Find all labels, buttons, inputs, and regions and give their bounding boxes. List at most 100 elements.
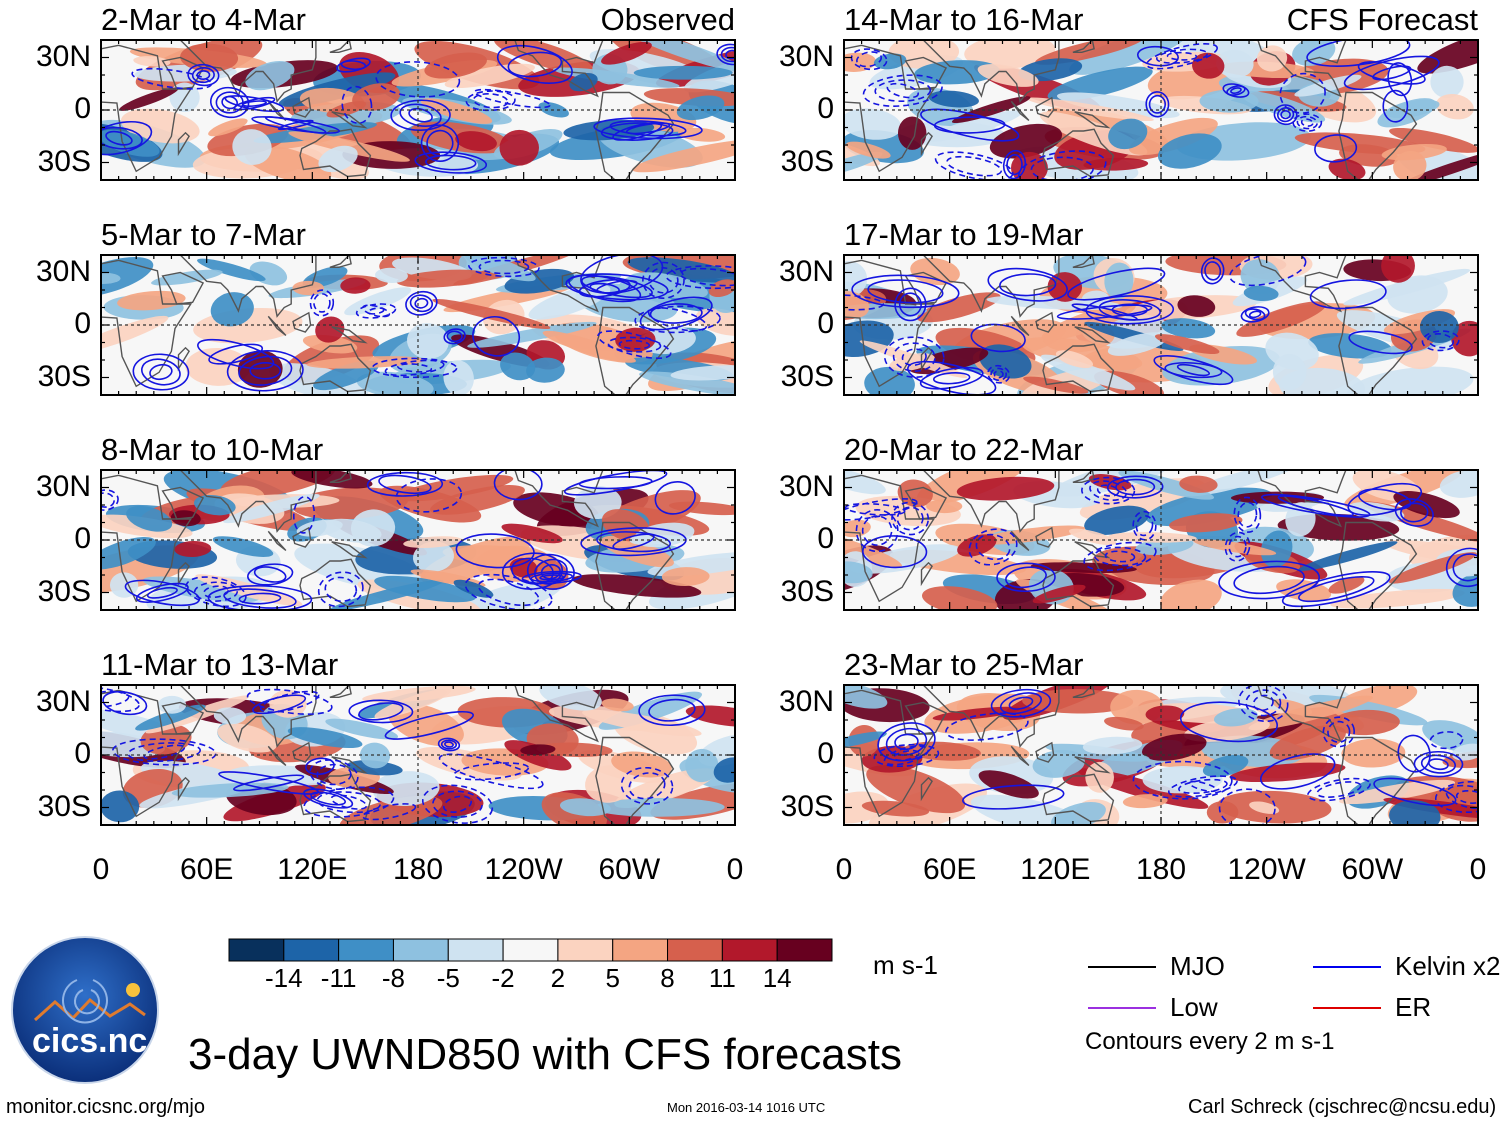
wave-contour: [647, 307, 708, 332]
wind-anomaly-cell: [1157, 133, 1222, 169]
colorbar-swatch: [338, 938, 394, 962]
wind-anomaly-cell: [403, 536, 463, 548]
wave-contour: [1322, 716, 1356, 748]
wind-anomaly-cell: [1216, 49, 1254, 78]
wave-contour: [1348, 330, 1413, 355]
wave-contour: [999, 273, 1057, 297]
wave-contour: [1148, 94, 1167, 114]
wind-anomaly-cell: [501, 523, 563, 544]
wind-anomaly-cell: [559, 798, 611, 817]
wave-contour: [1229, 255, 1307, 287]
wind-anomaly-cell: [1328, 576, 1365, 594]
wave-contour: [1135, 515, 1154, 537]
panel-title: 8-Mar to 10-Mar: [101, 432, 324, 467]
wind-anomaly-cell: [861, 800, 930, 817]
wave-contour: [612, 533, 655, 550]
wind-anomaly-cell: [212, 536, 274, 557]
colorbar-swatch: [502, 938, 559, 962]
wind-anomaly-cell: [536, 742, 613, 758]
wave-contour: [987, 364, 1011, 384]
latitude-label: 0: [74, 307, 91, 340]
wave-contour: [446, 330, 463, 343]
wind-anomaly-cell: [444, 63, 535, 89]
wind-anomaly-cell: [424, 52, 487, 79]
wind-anomaly-cell: [420, 98, 493, 124]
coastline: [1042, 343, 1115, 393]
wave-contour: [1067, 267, 1166, 301]
wind-anomaly-cell: [174, 540, 212, 557]
wave-contour: [149, 363, 173, 381]
wave-contour: [218, 771, 320, 795]
wave-contour: [1445, 547, 1478, 588]
main-title: 3-day UWND850 with CFS forecasts: [188, 1030, 902, 1079]
longitude-label: 60E: [922, 853, 977, 886]
wave-contour: [1233, 496, 1262, 533]
colorbar-tick: 14: [762, 963, 792, 993]
wave-contour: [933, 116, 1006, 134]
wind-anomaly-cell: [372, 771, 440, 807]
coastline: [844, 689, 936, 818]
wave-contour: [443, 328, 466, 345]
wind-anomaly-cell: [1082, 736, 1143, 755]
wind-anomaly-cell: [964, 40, 1056, 69]
wind-anomaly-cell: [1330, 588, 1465, 609]
wave-contour: [247, 563, 294, 586]
wind-anomaly-cell: [1041, 302, 1136, 341]
wind-anomaly-cell: [1435, 94, 1474, 120]
wind-anomaly-cell: [1202, 755, 1249, 778]
wave-contour: [468, 256, 540, 278]
wave-contour: [127, 742, 201, 762]
coastline: [1010, 315, 1030, 337]
wave-contour: [1428, 758, 1449, 771]
wave-contour: [596, 279, 638, 294]
wind-anomaly-cell: [569, 72, 598, 92]
wave-contour: [851, 274, 960, 309]
wave-contour: [101, 126, 143, 150]
wind-anomaly-cell: [668, 501, 735, 516]
wind-anomaly-cell: [639, 371, 735, 395]
wind-anomaly-cell: [193, 494, 236, 516]
wind-anomaly-cell: [844, 470, 886, 495]
wind-anomaly-cell: [678, 127, 726, 142]
wind-anomaly-cell: [500, 352, 536, 381]
coastline: [1072, 685, 1095, 699]
wind-anomaly-cell: [615, 327, 656, 352]
wave-contour: [414, 151, 488, 174]
wave-contour: [1298, 576, 1375, 603]
wind-anomaly-cell: [1107, 332, 1168, 356]
colorbar-swatch: [667, 938, 723, 962]
coastline: [514, 40, 604, 98]
coastline: [1072, 255, 1095, 269]
wave-contour: [886, 82, 919, 99]
wind-anomaly-cell: [151, 269, 223, 286]
wave-contour: [896, 506, 924, 531]
latitude-label: 0: [74, 737, 91, 770]
wave-contour: [1445, 784, 1478, 810]
wind-anomaly-cell: [1272, 699, 1313, 716]
wind-anomaly-cell: [1069, 40, 1189, 75]
wind-anomaly-cell: [1145, 705, 1185, 723]
wind-anomaly-cell: [296, 519, 343, 537]
wind-anomaly-cell: [1177, 295, 1216, 317]
coastline: [329, 685, 352, 699]
coastline: [1035, 96, 1055, 118]
coastline: [329, 255, 352, 269]
panel-title: 11-Mar to 13-Mar: [101, 647, 339, 682]
wave-contour: [1394, 498, 1434, 527]
latitude-label: 30N: [778, 684, 834, 718]
longitude-label: 180: [1135, 853, 1187, 886]
wave-contour: [907, 360, 997, 395]
coastline: [595, 306, 675, 395]
wave-contour: [1279, 72, 1326, 114]
wave-contour: [987, 267, 1068, 302]
wave-contour: [408, 107, 433, 123]
longitude-label: 0: [726, 853, 744, 886]
wave-contour: [348, 699, 414, 724]
wind-anomaly-cell: [1023, 376, 1089, 394]
wind-anomaly-cell: [465, 255, 536, 282]
map-panel: [843, 684, 1479, 826]
colorbar-swatch: [612, 938, 669, 962]
wave-contour: [1372, 65, 1412, 81]
wave-contour: [1455, 789, 1478, 804]
coastline: [101, 259, 193, 388]
